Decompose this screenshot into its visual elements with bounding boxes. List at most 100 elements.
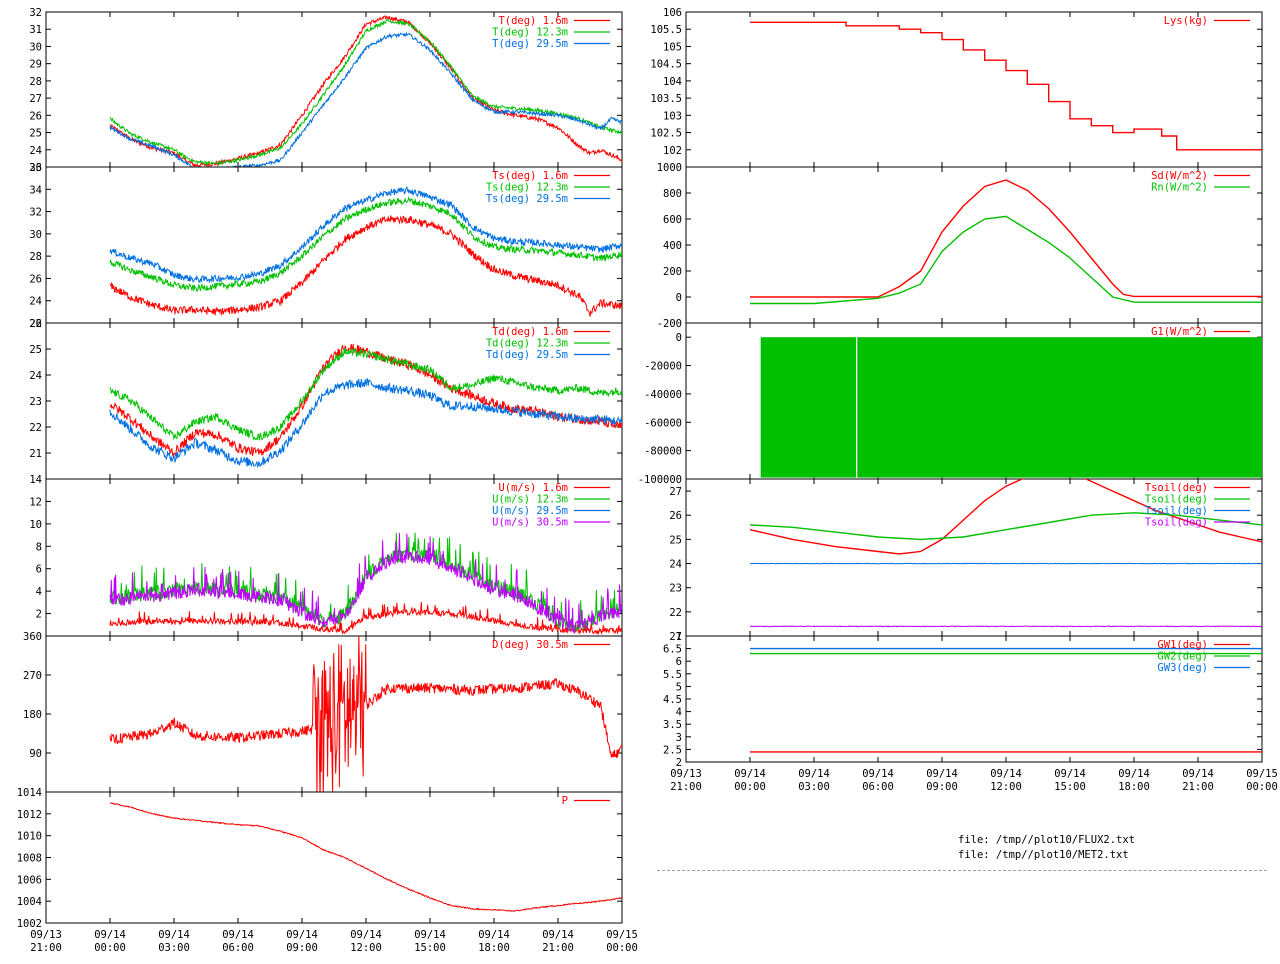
ytick-label: -40000 [644, 389, 682, 401]
legend-label-Tsoil-0: Tsoil(deg) [1145, 482, 1208, 494]
xtick-label-date: 09/14 [158, 929, 190, 941]
legend-label-P-0: P [562, 795, 568, 807]
xtick-label-time: 15:00 [1054, 781, 1086, 793]
ytick-label: 23 [669, 583, 682, 595]
ytick-label: 200 [663, 266, 682, 278]
series-line-Td-1 [109, 348, 622, 441]
ytick-label: 1010 [17, 831, 42, 843]
xtick-label-time: 18:00 [1118, 781, 1150, 793]
ytick-label: -80000 [644, 446, 682, 458]
legend-label-G-0: G1(W/m^2) [1151, 326, 1208, 338]
legend-label-D-0: D(deg) 30.5m [492, 639, 568, 651]
ytick-label: 104 [663, 76, 682, 88]
ytick-label: 1008 [17, 853, 42, 865]
xtick-label-time: 06:00 [862, 781, 894, 793]
xtick-label-time: 21:00 [542, 942, 574, 954]
ytick-label-bottom: -100000 [638, 474, 682, 486]
legend-label-Sd-1: Rn(W/m^2) [1151, 182, 1208, 194]
ytick-label: 5 [676, 681, 682, 693]
series-line-Td-0 [109, 343, 622, 457]
ytick-label-top: 7 [676, 631, 682, 643]
xtick-label-time: 21:00 [670, 781, 702, 793]
ytick-label: 2 [36, 609, 42, 621]
file-label-met2: file: /tmp//plot10/MET2.txt [958, 849, 1129, 861]
xtick-label-date: 09/13 [670, 768, 702, 780]
legend-label-Tsoil-3: Tsoil(deg) [1145, 517, 1208, 529]
legend-label-U-0: U(m/s) 1.6m [498, 482, 568, 494]
ytick-label-top: 1014 [17, 787, 42, 799]
separator-line [657, 870, 1267, 871]
series-line-Ts-1 [109, 195, 622, 293]
series-line-Lys-0 [750, 21, 1262, 151]
xtick-label-date: 09/15 [606, 929, 638, 941]
ytick-label: 22 [29, 422, 42, 434]
ytick-label-top: 14 [29, 474, 42, 486]
ytick-label: 10 [29, 519, 42, 531]
ytick-label: -60000 [644, 417, 682, 429]
legend-label-GW-2: GW3(deg) [1157, 662, 1208, 674]
xtick-label-date: 09/14 [926, 768, 958, 780]
ytick-label: 1012 [17, 809, 42, 821]
legend-label-Td-1: Td(deg) 12.3m [486, 338, 568, 350]
panel-Lys: 102 102.5 103 103.5 104 104.5 105 105.5 106 Lys(k… [650, 7, 1263, 168]
legend-label-G-1: G2(W/m^2) [1151, 338, 1208, 350]
ytick-label: 1004 [17, 896, 42, 908]
xtick-label-date: 09/14 [862, 768, 894, 780]
plot-area-Lys [750, 21, 1262, 151]
xtick-label-time: 00:00 [1246, 781, 1278, 793]
ytick-label: 6 [676, 656, 682, 668]
legend-label-U-2: U(m/s) 29.5m [492, 505, 568, 517]
ytick-label: 106 [663, 7, 682, 19]
ytick-label: 1002 [17, 918, 42, 930]
legend-label-Ts-1: Ts(deg) 12.3m [486, 182, 568, 194]
ytick-label: 103 [663, 110, 682, 122]
panel-frame-Lys [685, 11, 1263, 168]
ytick-label: 104.5 [650, 59, 682, 71]
ytick-label: 24 [29, 370, 42, 382]
legend-label-Td-2: Td(deg) 29.5m [486, 349, 568, 361]
ytick-label: 34 [29, 184, 42, 196]
ytick-label: 32 [29, 7, 42, 19]
series-line-Ts-0 [109, 215, 622, 317]
series-fill-G-1 [760, 337, 1262, 478]
ytick-label: 21 [29, 448, 42, 460]
panel-P: 100210041006100810101012101409/1321:0009… [17, 787, 638, 954]
ytick-label: 32 [29, 207, 42, 219]
ytick-label: 800 [663, 188, 682, 200]
ytick-label: 26 [29, 273, 42, 285]
ytick-label: 600 [663, 214, 682, 226]
ytick-label: 29 [29, 59, 42, 71]
series-line-D-0 [109, 636, 622, 792]
ytick-label: 26 [29, 110, 42, 122]
series-line-Tsoil-1 [749, 512, 1262, 541]
ytick-label: 270 [23, 670, 42, 682]
ytick-label: 27 [29, 93, 42, 105]
xtick-label-time: 18:00 [478, 942, 510, 954]
ytick-label: 1006 [17, 874, 42, 886]
series-line-Tsoil-3 [749, 625, 1262, 628]
panel-T: 23 24 25 26 27 28 29 30 31 32 T(deg) 1.6mT(deg) 12… [29, 7, 623, 174]
xtick-label-time: 00:00 [734, 781, 766, 793]
xtick-label-time: 03:00 [158, 942, 190, 954]
ytick-label: 22 [669, 607, 682, 619]
panel-Tsoil: 22232425262721Tsoil(deg)Tsoil(deg)Tsoil(… [669, 478, 1263, 643]
panel-Sd: -200 0 200 400 600 800 1000 Sd(W/m^2)Rn(W/m^2) [657, 162, 1263, 330]
series-line-Sd-0 [750, 179, 1262, 298]
plot-area-GW [750, 647, 1262, 753]
ytick-label: 26 [669, 510, 682, 522]
ytick-label: -20000 [644, 361, 682, 373]
ytick-label: 6.5 [663, 644, 682, 656]
ytick-label: 4 [36, 586, 42, 598]
plot-area-T [109, 15, 622, 167]
series-line-T-1 [109, 18, 622, 167]
panel-D: 90 180 270 360 D(deg) 30.5m [23, 631, 623, 793]
ytick-label: 8 [36, 541, 42, 553]
series-line-U-3 [109, 533, 622, 634]
ytick-label: 4.5 [663, 694, 682, 706]
xtick-label-time: 09:00 [926, 781, 958, 793]
legend-label-Ts-2: Ts(deg) 29.5m [486, 193, 568, 205]
ytick-label-top: 1000 [657, 162, 682, 174]
